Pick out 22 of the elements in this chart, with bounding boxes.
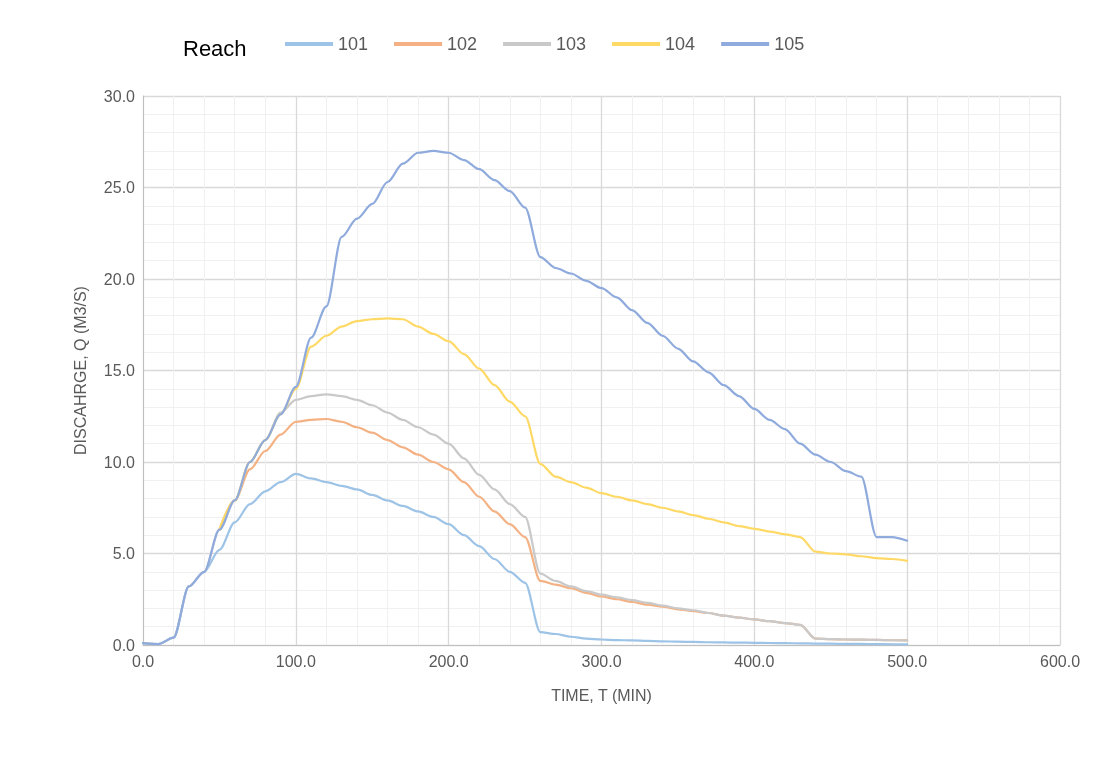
y-tick-label: 15.0 xyxy=(103,362,136,379)
x-tick-label: 300.0 xyxy=(581,652,622,670)
x-tick-label: 400.0 xyxy=(734,652,775,670)
legend-label: 104 xyxy=(665,34,696,54)
y-tick-label: 30.0 xyxy=(103,87,136,105)
x-tick-label: 200.0 xyxy=(428,652,469,670)
y-axis-title: DISCAHRGE, Q (M3/S) xyxy=(71,286,89,455)
legend-label: 105 xyxy=(774,34,805,54)
legend-label: 102 xyxy=(447,34,478,54)
y-tick-label: 20.0 xyxy=(103,270,136,288)
y-tick-label: 0.0 xyxy=(112,636,136,654)
legend-label: 103 xyxy=(556,34,587,54)
x-tick-label: 500.0 xyxy=(887,652,928,670)
x-tick-label: 0.0 xyxy=(131,652,155,670)
legend-title: Reach xyxy=(183,35,247,61)
x-axis-title: TIME, T (MIN) xyxy=(551,686,652,704)
y-tick-label: 25.0 xyxy=(103,179,136,196)
y-tick-label: 10.0 xyxy=(103,453,136,471)
legend-label: 101 xyxy=(338,34,369,54)
x-tick-label: 100.0 xyxy=(275,652,316,670)
y-tick-label: 5.0 xyxy=(112,545,136,562)
x-tick-label: 600.0 xyxy=(1039,652,1081,670)
